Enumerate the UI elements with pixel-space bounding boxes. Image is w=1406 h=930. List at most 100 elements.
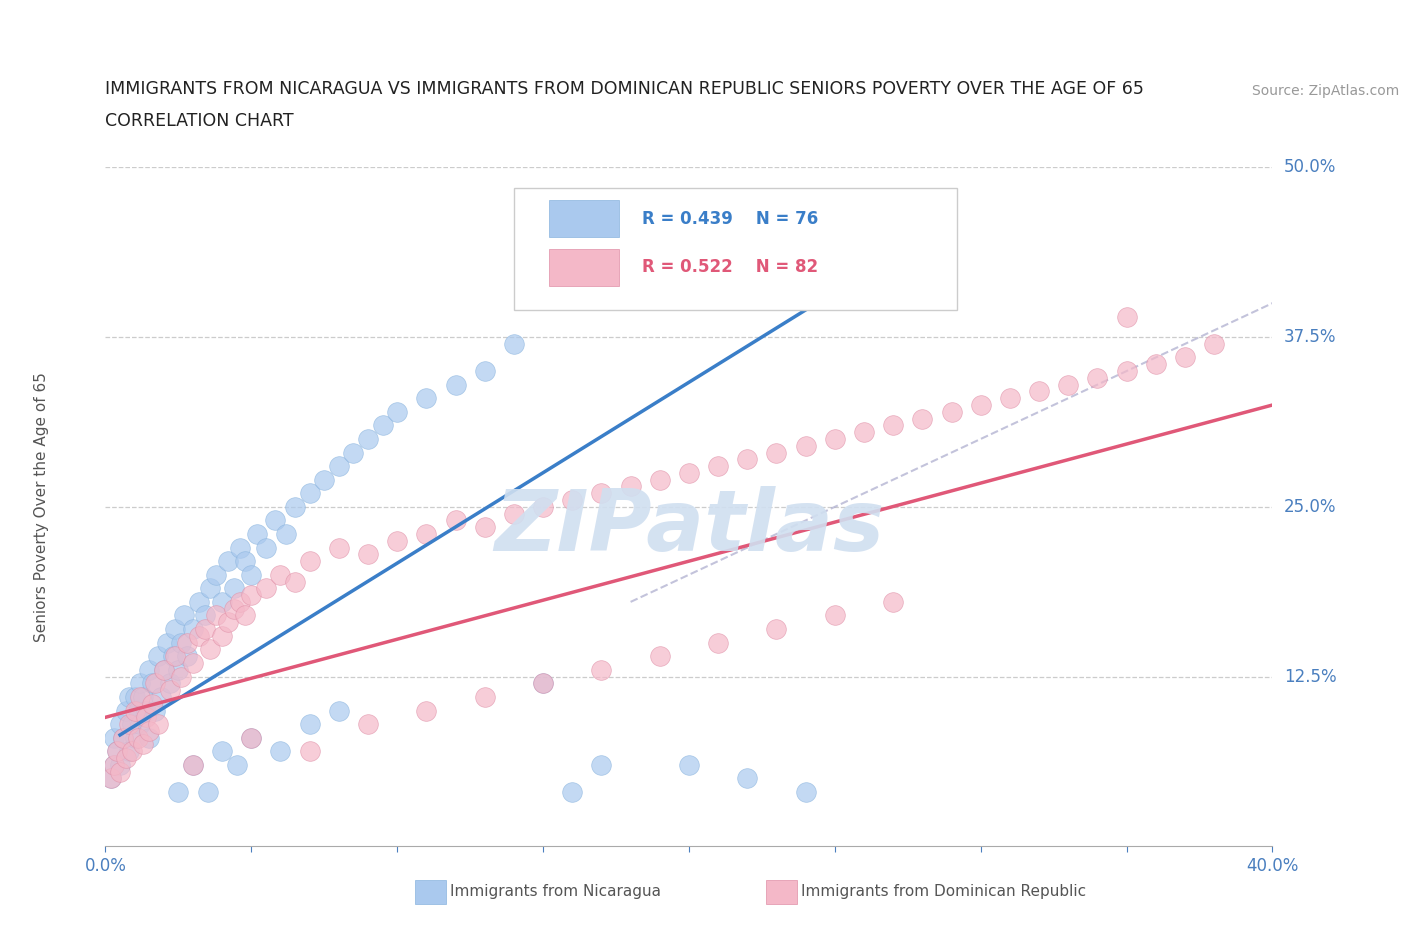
Point <box>298 485 321 500</box>
Point <box>129 717 152 732</box>
Point <box>141 676 163 691</box>
Point <box>240 730 263 745</box>
Point <box>143 676 166 691</box>
Text: CORRELATION CHART: CORRELATION CHART <box>105 113 294 130</box>
Point <box>298 744 321 759</box>
Point <box>531 676 554 691</box>
Point <box>149 689 172 704</box>
Point <box>152 662 174 677</box>
Point <box>108 717 131 732</box>
Point <box>170 670 193 684</box>
Point <box>176 635 198 650</box>
Point <box>246 526 269 541</box>
Point <box>108 764 131 779</box>
Point <box>194 608 217 623</box>
Point <box>205 608 228 623</box>
Point <box>1115 364 1137 379</box>
Point <box>129 689 152 704</box>
Point <box>531 499 554 514</box>
Text: ZIPatlas: ZIPatlas <box>494 485 884 569</box>
Text: IMMIGRANTS FROM NICARAGUA VS IMMIGRANTS FROM DOMINICAN REPUBLIC SENIORS POVERTY : IMMIGRANTS FROM NICARAGUA VS IMMIGRANTS … <box>105 80 1144 98</box>
Point <box>162 649 184 664</box>
Point <box>100 771 122 786</box>
Point <box>794 438 817 453</box>
Point <box>678 466 700 481</box>
Text: 37.5%: 37.5% <box>1284 328 1337 346</box>
Bar <box>548 248 619 286</box>
Point <box>240 567 263 582</box>
Point <box>127 730 149 745</box>
Point <box>254 581 277 596</box>
Point <box>105 744 128 759</box>
Point <box>502 337 524 352</box>
Point <box>357 432 380 446</box>
Point <box>124 689 146 704</box>
Point <box>263 513 285 528</box>
Text: Immigrants from Dominican Republic: Immigrants from Dominican Republic <box>801 884 1087 899</box>
Point <box>502 506 524 521</box>
Point <box>165 649 187 664</box>
Point <box>135 703 157 718</box>
Point <box>143 703 166 718</box>
Point <box>159 676 181 691</box>
Point <box>371 418 394 432</box>
Point <box>1144 357 1167 372</box>
Point <box>173 608 195 623</box>
Point <box>181 656 204 671</box>
Point <box>824 432 846 446</box>
Point <box>765 621 787 636</box>
Point <box>531 676 554 691</box>
Point <box>591 757 613 772</box>
Point <box>132 689 155 704</box>
Point <box>181 757 204 772</box>
Point <box>176 649 198 664</box>
Point <box>181 757 204 772</box>
Point <box>882 418 904 432</box>
Point <box>118 689 141 704</box>
Point <box>357 547 380 562</box>
Point <box>474 364 496 379</box>
Point <box>794 785 817 800</box>
Point <box>737 452 759 467</box>
Point <box>1174 350 1197 365</box>
Point <box>561 493 583 508</box>
Point <box>235 553 257 568</box>
Point <box>911 411 934 426</box>
Point <box>197 785 219 800</box>
Point <box>254 540 277 555</box>
Point <box>129 676 152 691</box>
Point <box>269 744 292 759</box>
Point <box>118 744 141 759</box>
Text: R = 0.439    N = 76: R = 0.439 N = 76 <box>643 209 818 228</box>
Point <box>298 553 321 568</box>
Point <box>103 757 125 772</box>
Point <box>217 615 239 630</box>
Point <box>138 662 160 677</box>
Text: Source: ZipAtlas.com: Source: ZipAtlas.com <box>1251 84 1399 98</box>
Point <box>141 697 163 711</box>
Point <box>118 717 141 732</box>
Point <box>194 621 217 636</box>
Point <box>269 567 292 582</box>
Text: Immigrants from Nicaragua: Immigrants from Nicaragua <box>450 884 661 899</box>
Point <box>138 724 160 738</box>
Point <box>648 472 671 487</box>
Point <box>328 458 350 473</box>
Point <box>707 635 730 650</box>
Point <box>765 445 787 460</box>
Point <box>474 520 496 535</box>
Point <box>342 445 364 460</box>
Point <box>969 398 991 413</box>
Point <box>852 425 875 440</box>
Point <box>211 594 233 609</box>
Point <box>132 737 155 751</box>
Point <box>707 458 730 473</box>
Point <box>200 642 222 657</box>
Text: R = 0.522    N = 82: R = 0.522 N = 82 <box>643 259 818 276</box>
Text: 50.0%: 50.0% <box>1284 158 1337 177</box>
Point <box>156 635 179 650</box>
Point <box>121 744 143 759</box>
Point <box>824 608 846 623</box>
Point <box>187 629 209 644</box>
Point <box>152 662 174 677</box>
